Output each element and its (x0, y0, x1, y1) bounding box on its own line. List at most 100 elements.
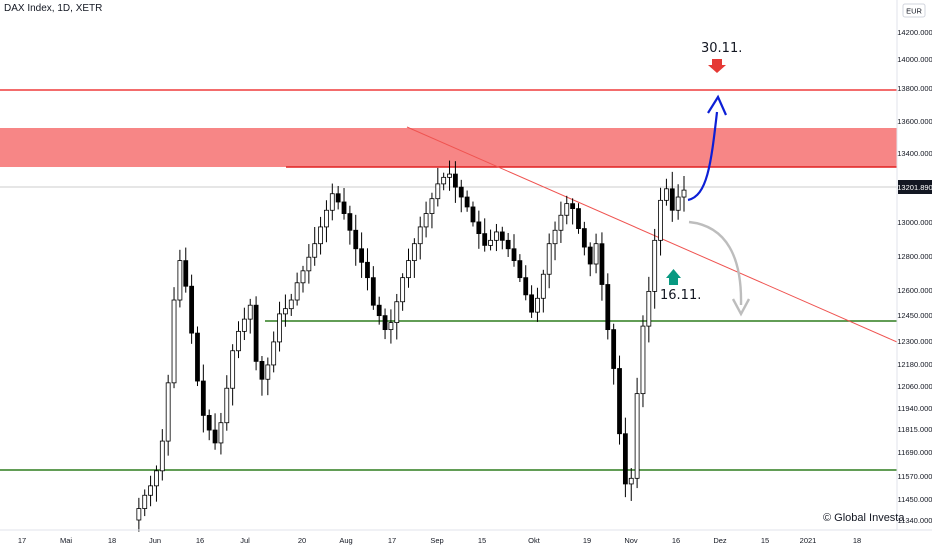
time-tick-label: 2021 (800, 536, 817, 545)
candle-body (159, 440, 165, 472)
candle-body (335, 193, 341, 203)
candle-body (664, 188, 669, 201)
resistance-zone (0, 128, 897, 167)
candle-body (376, 304, 382, 317)
candle-body (658, 199, 663, 241)
time-tick-label: 15 (761, 536, 769, 545)
candle-body (294, 282, 300, 301)
time-tick-label: 16 (672, 536, 680, 545)
candle-body (646, 290, 652, 327)
price-tick-label: 12600.000 (897, 286, 932, 295)
candle-body (517, 260, 523, 279)
chart-title: DAX Index, 1D, XETR (4, 3, 103, 14)
candle-body (200, 380, 206, 416)
candle-body (494, 231, 499, 241)
annotation-lower-date: 16.11. (660, 288, 702, 303)
price-tick-label: 11815.000 (898, 425, 932, 434)
candle-body (523, 277, 529, 296)
candle-body (529, 294, 534, 313)
price-tick-label: 11340.000 (898, 516, 932, 525)
candle-body (400, 277, 406, 303)
bullish-projection-arrow (687, 111, 719, 202)
candle-body (652, 239, 658, 292)
candle-body (423, 213, 429, 228)
candle-body (230, 350, 236, 389)
time-tick-label: 16 (196, 536, 204, 545)
candle-body (189, 285, 195, 334)
price-tick-label: 13000.000 (897, 218, 932, 227)
candle-body (476, 221, 482, 235)
time-tick-label: Okt (528, 536, 541, 545)
candle-body (241, 318, 247, 332)
time-tick-label: 18 (853, 536, 861, 545)
drawings (666, 59, 751, 317)
candle-body (458, 186, 464, 198)
candle-body (605, 284, 611, 331)
candle-body (253, 304, 259, 362)
candle-body (499, 231, 505, 241)
candle-body (546, 243, 552, 275)
levels (0, 89, 898, 471)
price-tick-label: 13400.000 (897, 149, 932, 158)
time-tick-label: 17 (18, 536, 26, 545)
candle-body (247, 304, 253, 320)
candle-body (622, 433, 628, 485)
trendline (406, 126, 898, 343)
candle-body (505, 239, 511, 250)
watermark: © Global Investa (823, 512, 905, 524)
price-tick-label: 14200.000 (897, 28, 932, 37)
candle-body (365, 261, 370, 279)
time-tick-label: 15 (478, 536, 486, 545)
price-tick-label: 12060.000 (897, 382, 932, 391)
price-tick-label: 13800.000 (897, 84, 932, 93)
candle-body (669, 188, 675, 211)
currency-label: EUR (906, 7, 922, 16)
time-tick-label: Nov (624, 536, 638, 545)
candle-body (206, 415, 212, 431)
candle-body (341, 201, 347, 214)
price-tick-label: 14000.000 (897, 55, 932, 64)
price-tick-label: 13600.000 (897, 117, 932, 126)
price-tick-label: 12800.000 (897, 252, 932, 261)
candle-body (599, 243, 605, 285)
candle-body (154, 470, 159, 487)
candle-body (306, 256, 312, 272)
candle-body (511, 248, 517, 262)
candle-body (382, 315, 388, 331)
candle-body (441, 176, 447, 185)
candle-body (177, 260, 183, 301)
candle-body (271, 341, 277, 366)
candle-body (617, 368, 622, 435)
candle-body (236, 330, 241, 352)
candle-body (218, 422, 224, 444)
candle-body (329, 193, 335, 211)
time-tick-label: Sep (430, 536, 443, 545)
candle-body (488, 239, 493, 246)
candle-body (681, 189, 687, 198)
annotation-top-date: 30.11. (701, 41, 743, 56)
candle-body (452, 173, 458, 188)
candle-body (283, 308, 288, 315)
time-tick-label: Mai (60, 536, 72, 545)
candle-body (224, 387, 230, 424)
candle-body (435, 183, 441, 200)
candle-body (464, 196, 470, 208)
price-tick-label: 12300.000 (897, 337, 932, 346)
candle-body (136, 508, 142, 521)
time-tick-label: Jun (149, 536, 161, 545)
candle-body (429, 198, 435, 214)
up-arrow-marker (666, 269, 681, 285)
candle-body (593, 243, 599, 265)
candle-body (148, 485, 153, 496)
candle-body (265, 364, 271, 380)
candle-body (165, 382, 171, 442)
time-tick-label: 19 (583, 536, 591, 545)
candle-body (318, 226, 323, 245)
candle-body (535, 297, 540, 313)
candle-body (347, 213, 353, 231)
candle-body (288, 299, 294, 310)
candle-body (370, 277, 376, 306)
candle-body (640, 325, 646, 395)
